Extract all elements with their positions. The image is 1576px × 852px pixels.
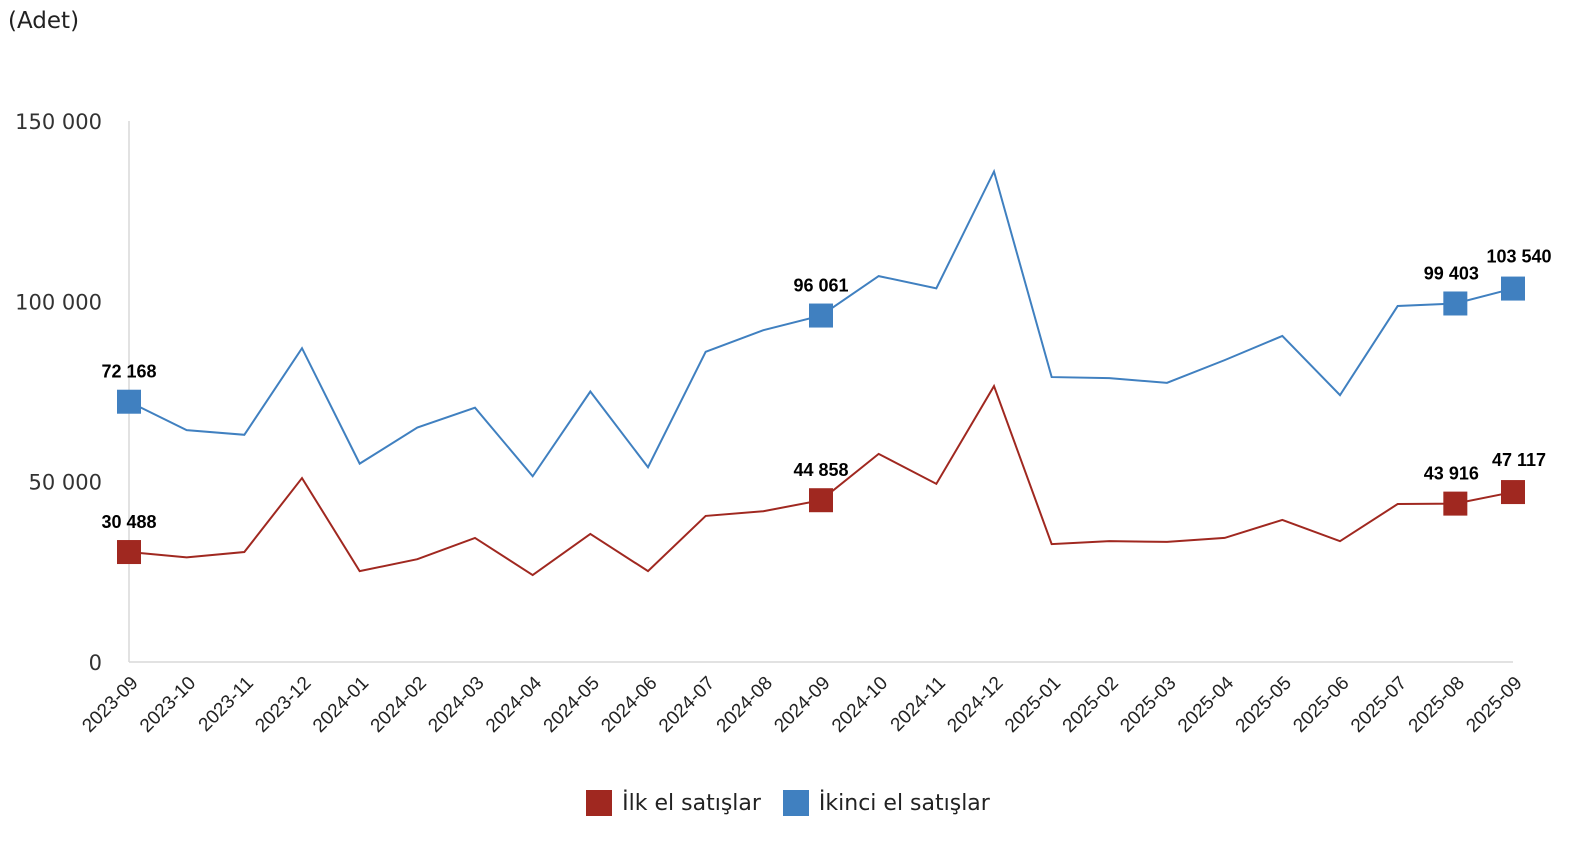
- legend-item-second-hand[interactable]: İkinci el satışlar: [782, 790, 990, 816]
- legend-swatch-first-hand: [586, 790, 613, 816]
- y-tick-label: 150 000: [15, 110, 102, 134]
- axes: [128, 121, 1513, 663]
- data-label: 30 488: [101, 512, 156, 532]
- x-tick-label: 2025-09: [1462, 673, 1526, 737]
- x-tick-label: 2024-05: [540, 673, 604, 737]
- data-marker[interactable]: [117, 540, 141, 565]
- y-tick-label: 100 000: [15, 290, 102, 314]
- data-marker[interactable]: [1443, 291, 1468, 316]
- y-tick-label: 0: [89, 651, 102, 675]
- data-label: 44 858: [793, 460, 848, 480]
- legend: İlk el satışlar İkinci el satışlar: [0, 790, 1576, 816]
- x-tick-label: 2023-10: [136, 673, 200, 737]
- x-tick-label: 2025-06: [1289, 673, 1353, 737]
- x-tick-label: 2023-11: [195, 673, 258, 736]
- x-axis-ticks: 2023-092023-102023-112023-122024-012024-…: [78, 672, 1526, 736]
- series-lines: [128, 168, 1514, 577]
- x-tick-label: 2023-12: [251, 673, 315, 737]
- data-marker[interactable]: [117, 389, 141, 414]
- data-marker[interactable]: [809, 488, 833, 513]
- x-tick-label: 2025-07: [1347, 673, 1411, 737]
- x-tick-label: 2024-06: [597, 673, 661, 737]
- legend-item-first-hand[interactable]: İlk el satışlar: [586, 790, 761, 816]
- data-label: 43 916: [1424, 464, 1479, 484]
- x-tick-label: 2024-02: [367, 673, 431, 737]
- data-marker[interactable]: [1501, 276, 1525, 301]
- x-tick-label: 2025-08: [1405, 673, 1469, 737]
- legend-swatch-second-hand: [782, 790, 809, 816]
- data-labels: 30 488 44 858 43 916 47 117 72 168 96 061 99 4…: [101, 247, 1551, 532]
- x-tick-label: 2025-05: [1232, 673, 1296, 737]
- data-marker[interactable]: [1443, 491, 1468, 516]
- data-label: 96 061: [793, 276, 848, 296]
- y-axis-ticks: 0 50 000 100 000 150 000: [15, 110, 102, 675]
- data-label: 72 168: [101, 362, 156, 382]
- series-line-0: [128, 383, 1514, 577]
- legend-label-second-hand: İkinci el satışlar: [818, 790, 990, 816]
- x-tick-label: 2024-10: [828, 673, 892, 737]
- series-markers: [117, 276, 1525, 565]
- data-label: 47 117: [1492, 450, 1546, 470]
- data-marker[interactable]: [809, 303, 833, 328]
- x-tick-label: 2025-02: [1059, 673, 1123, 737]
- x-tick-label: 2024-08: [713, 673, 777, 737]
- x-tick-label: 2024-01: [309, 673, 373, 737]
- x-tick-label: 2025-01: [1001, 673, 1065, 737]
- x-tick-label: 2024-07: [655, 673, 719, 737]
- x-tick-label: 2024-04: [482, 672, 546, 736]
- legend-label-first-hand: İlk el satışlar: [622, 790, 761, 816]
- y-tick-label: 50 000: [29, 471, 102, 495]
- y-axis-unit-label: (Adet): [8, 8, 80, 34]
- x-tick-label: 2023-09: [78, 673, 142, 737]
- x-tick-label: 2024-12: [943, 673, 1007, 737]
- data-marker[interactable]: [1501, 480, 1525, 505]
- data-label: 99 403: [1424, 263, 1479, 283]
- x-tick-label: 2025-04: [1174, 672, 1238, 736]
- x-tick-label: 2024-11: [887, 673, 950, 736]
- x-tick-label: 2024-03: [424, 673, 488, 737]
- x-tick-label: 2024-09: [770, 673, 834, 737]
- x-tick-label: 2025-03: [1116, 673, 1180, 737]
- data-label: 103 540: [1486, 247, 1551, 267]
